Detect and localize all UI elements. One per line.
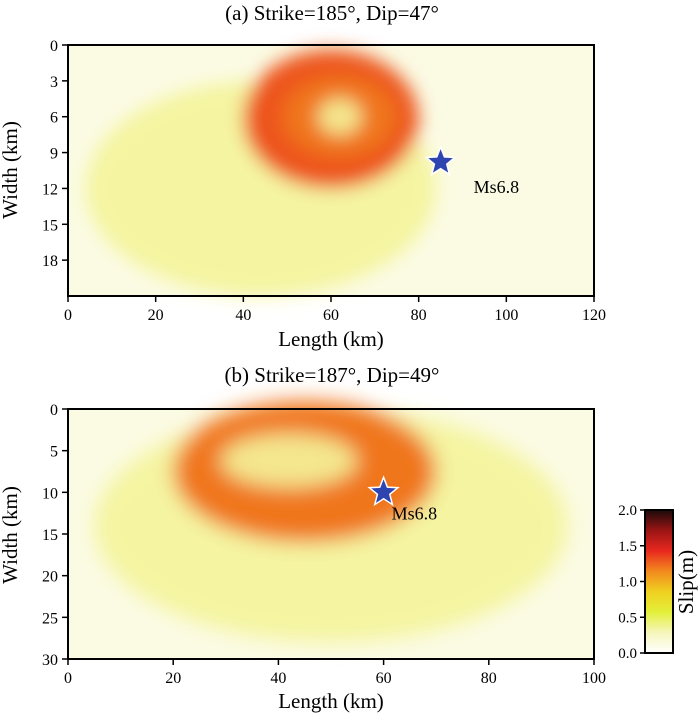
x-tick-label: 80 bbox=[481, 670, 497, 687]
y-tick-label: 15 bbox=[42, 527, 58, 544]
panel-a: (a) Strike=185°, Dip=47° 0 20 40 60 80 100 120… bbox=[0, 1, 606, 351]
y-tick-label: 25 bbox=[42, 610, 58, 627]
y-tick-label: 15 bbox=[42, 217, 58, 234]
y-tick-label: 5 bbox=[50, 444, 58, 461]
x-tick-label: 40 bbox=[235, 307, 251, 324]
y-tick-label: 10 bbox=[42, 485, 58, 502]
y-tick-label: 0 bbox=[50, 38, 58, 55]
x-tick-label: 100 bbox=[582, 670, 606, 687]
panel-a-slip-field bbox=[85, 49, 437, 296]
panel-b-xlabel: Length (km) bbox=[278, 689, 384, 713]
y-tick-label: 20 bbox=[42, 569, 58, 586]
colorbar-tick-label: 2.0 bbox=[618, 503, 637, 519]
x-tick-label: 100 bbox=[494, 307, 518, 324]
colorbar-label: Slip(m) bbox=[674, 550, 698, 614]
colorbar-scale bbox=[644, 509, 674, 654]
y-tick-label: 18 bbox=[42, 253, 58, 270]
slip-patch bbox=[220, 434, 358, 488]
panel-a-hypocenter-star bbox=[424, 145, 457, 176]
y-tick-label: 12 bbox=[42, 181, 58, 198]
x-tick-label: 60 bbox=[323, 307, 339, 324]
y-tick-label: 9 bbox=[50, 146, 58, 163]
colorbar-tick-label: 1.0 bbox=[618, 575, 637, 591]
x-tick-label: 40 bbox=[270, 670, 286, 687]
panel-a-ylabel: Width (km) bbox=[0, 121, 22, 219]
colorbar-tick-label: 0.0 bbox=[618, 646, 637, 662]
panel-b-ylabel: Width (km) bbox=[0, 486, 22, 584]
x-tick-label: 0 bbox=[64, 670, 72, 687]
x-tick-label: 120 bbox=[582, 307, 606, 324]
y-tick-label: 3 bbox=[50, 74, 58, 91]
panel-a-xlabel: Length (km) bbox=[278, 327, 384, 351]
hypocenter-star bbox=[424, 145, 457, 176]
colorbar: 0.0 0.5 1.0 1.5 2.0 Slip(m) bbox=[618, 503, 698, 662]
colorbar-ticks: 0.0 0.5 1.0 1.5 2.0 bbox=[618, 503, 645, 662]
colorbar-tick-label: 0.5 bbox=[618, 610, 637, 626]
panel-a-title: (a) Strike=185°, Dip=47° bbox=[225, 1, 439, 25]
x-tick-label: 60 bbox=[376, 670, 392, 687]
panel-b-axes: 0 20 40 60 80 100 0 5 10 15 20 25 30 bbox=[42, 402, 606, 687]
slip-patch bbox=[317, 98, 362, 135]
x-tick-label: 80 bbox=[411, 307, 427, 324]
colorbar-tick-label: 1.5 bbox=[618, 539, 637, 555]
y-tick-label: 30 bbox=[42, 652, 58, 669]
x-tick-label: 20 bbox=[165, 670, 181, 687]
panel-b-hypocenter-label: Ms6.8 bbox=[392, 503, 438, 523]
x-tick-label: 0 bbox=[64, 307, 72, 324]
panel-b-slip-field bbox=[94, 400, 568, 643]
hypocenter-star bbox=[367, 475, 400, 507]
panel-a-hypocenter-label: Ms6.8 bbox=[474, 177, 520, 197]
panel-a-axes: 0 20 40 60 80 100 120 0 3 6 9 12 15 18 bbox=[42, 38, 606, 324]
panel-b-title: (b) Strike=187°, Dip=49° bbox=[225, 363, 440, 387]
panel-b-hypocenter-star bbox=[367, 475, 400, 507]
x-tick-label: 20 bbox=[148, 307, 164, 324]
panel-b: (b) Strike=187°, Dip=49° 0 20 40 60 80 100 0 5 1… bbox=[0, 363, 606, 713]
y-tick-label: 0 bbox=[50, 402, 58, 419]
y-tick-label: 6 bbox=[50, 110, 58, 127]
